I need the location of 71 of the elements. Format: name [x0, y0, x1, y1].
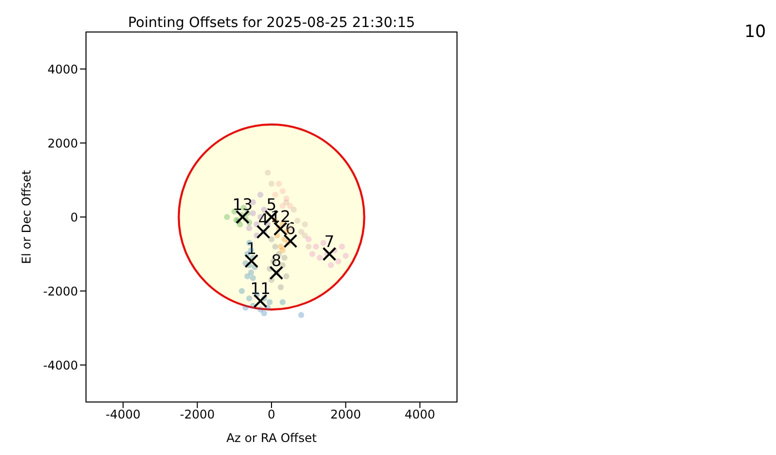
point	[294, 218, 300, 224]
point	[302, 232, 308, 238]
x-tick-label: -4000	[106, 408, 141, 422]
point	[236, 221, 243, 228]
annotation: 1	[246, 239, 257, 258]
y-tick-label: 2000	[47, 136, 78, 150]
point	[261, 206, 268, 213]
point	[281, 254, 288, 261]
annotation: 8	[271, 250, 282, 270]
point	[306, 236, 312, 242]
point	[342, 252, 349, 259]
point	[272, 244, 278, 250]
y-tick-label: 4000	[47, 62, 78, 76]
point	[302, 221, 308, 228]
point	[338, 244, 345, 250]
point	[256, 224, 270, 239]
x-tick-label: -2000	[180, 408, 215, 422]
point	[246, 225, 252, 232]
point	[250, 210, 256, 216]
point	[248, 270, 254, 276]
point	[257, 306, 264, 312]
y-tick-label: -2000	[43, 284, 78, 298]
point	[322, 247, 336, 261]
point	[283, 196, 290, 202]
point	[280, 188, 286, 194]
point	[264, 170, 271, 176]
point	[242, 304, 249, 311]
point	[283, 273, 290, 280]
x-tick-label: 0	[268, 408, 276, 422]
annotation: 13	[232, 195, 253, 214]
point	[244, 273, 250, 280]
point	[253, 294, 268, 308]
point	[309, 251, 316, 257]
point	[278, 284, 284, 290]
point	[236, 210, 250, 224]
annotation: 11	[250, 278, 271, 298]
point	[283, 234, 298, 248]
point	[261, 310, 268, 316]
point	[238, 288, 245, 294]
point	[280, 247, 286, 254]
point	[335, 258, 342, 264]
point	[276, 180, 282, 187]
point	[244, 254, 258, 268]
point	[250, 275, 256, 282]
x-axis-title: Az or RA Offset	[226, 431, 317, 445]
y-tick-label: 0	[70, 210, 78, 224]
point	[224, 214, 230, 220]
annotation: 6	[285, 219, 296, 238]
point	[298, 228, 304, 235]
point	[306, 244, 312, 250]
point	[316, 254, 323, 261]
point	[269, 266, 284, 280]
point	[257, 192, 264, 198]
y-axis-title: El or Dec Offset	[19, 170, 34, 264]
point	[268, 236, 274, 242]
point	[268, 180, 274, 187]
point	[287, 202, 294, 209]
y-tick-label: -4000	[43, 358, 78, 372]
annotation: 7	[324, 232, 334, 251]
point	[298, 312, 304, 318]
point	[290, 206, 297, 213]
point	[328, 262, 334, 268]
x-tick-label: 2000	[330, 408, 361, 422]
point	[272, 192, 278, 198]
x-tick-label: 4000	[404, 408, 436, 422]
chart-title: Pointing Offsets for 2025-08-25 21:30:15	[126, 15, 416, 31]
point	[313, 244, 320, 250]
point	[280, 299, 286, 306]
point	[266, 299, 273, 306]
point	[246, 295, 252, 302]
text: 10	[744, 22, 766, 42]
